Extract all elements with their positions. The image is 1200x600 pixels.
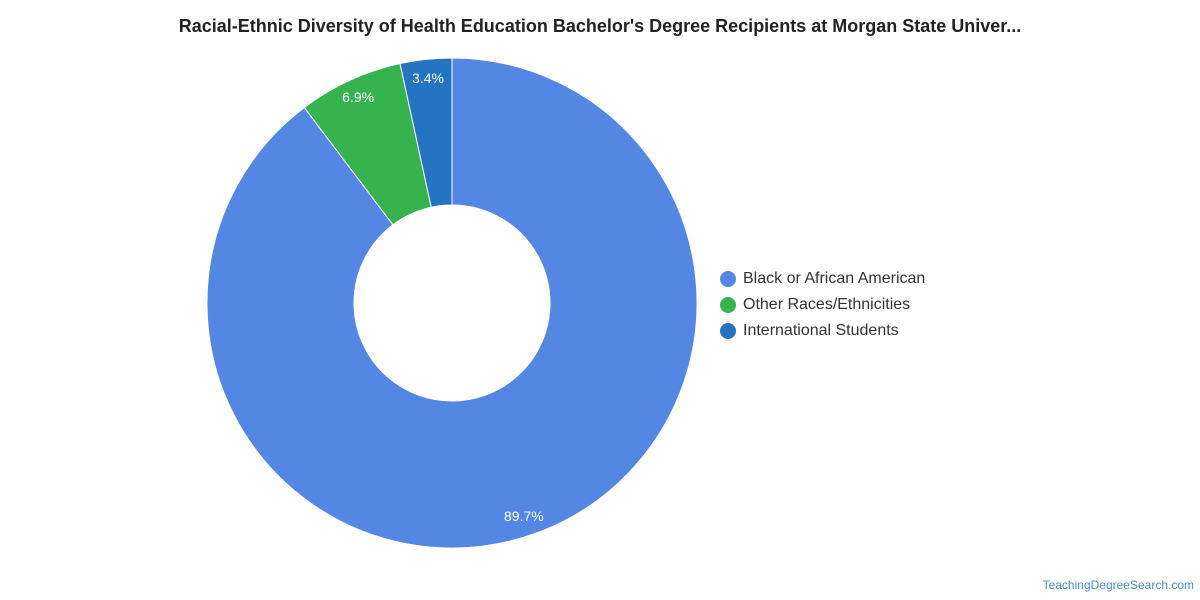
- legend-label: Black or African American: [743, 270, 926, 287]
- legend-label: Other Races/Ethnicities: [743, 296, 911, 313]
- legend-item-1[interactable]: Other Races/Ethnicities: [720, 292, 925, 318]
- slice-2[interactable]: [399, 57, 453, 208]
- legend-item-2[interactable]: International Students: [720, 318, 925, 344]
- slice-0[interactable]: [206, 57, 698, 549]
- legend-swatch-icon: [720, 271, 736, 287]
- legend-item-0[interactable]: Black or African American: [720, 266, 925, 292]
- legend-swatch-icon: [720, 297, 736, 313]
- legend: Black or African American Other Races/Eth…: [720, 266, 925, 344]
- legend-label: International Students: [743, 322, 899, 339]
- data-labels-group: 89.7% 6.9% 3.4%: [342, 70, 544, 524]
- data-label-0: 89.7%: [504, 508, 544, 524]
- data-label-1: 6.9%: [342, 89, 374, 105]
- data-label-2: 3.4%: [412, 70, 444, 86]
- slices-group: [206, 57, 698, 549]
- source-credit[interactable]: TeachingDegreeSearch.com: [1042, 578, 1194, 592]
- legend-swatch-icon: [720, 323, 736, 339]
- chart-title: Racial-Ethnic Diversity of Health Educat…: [178, 16, 1022, 36]
